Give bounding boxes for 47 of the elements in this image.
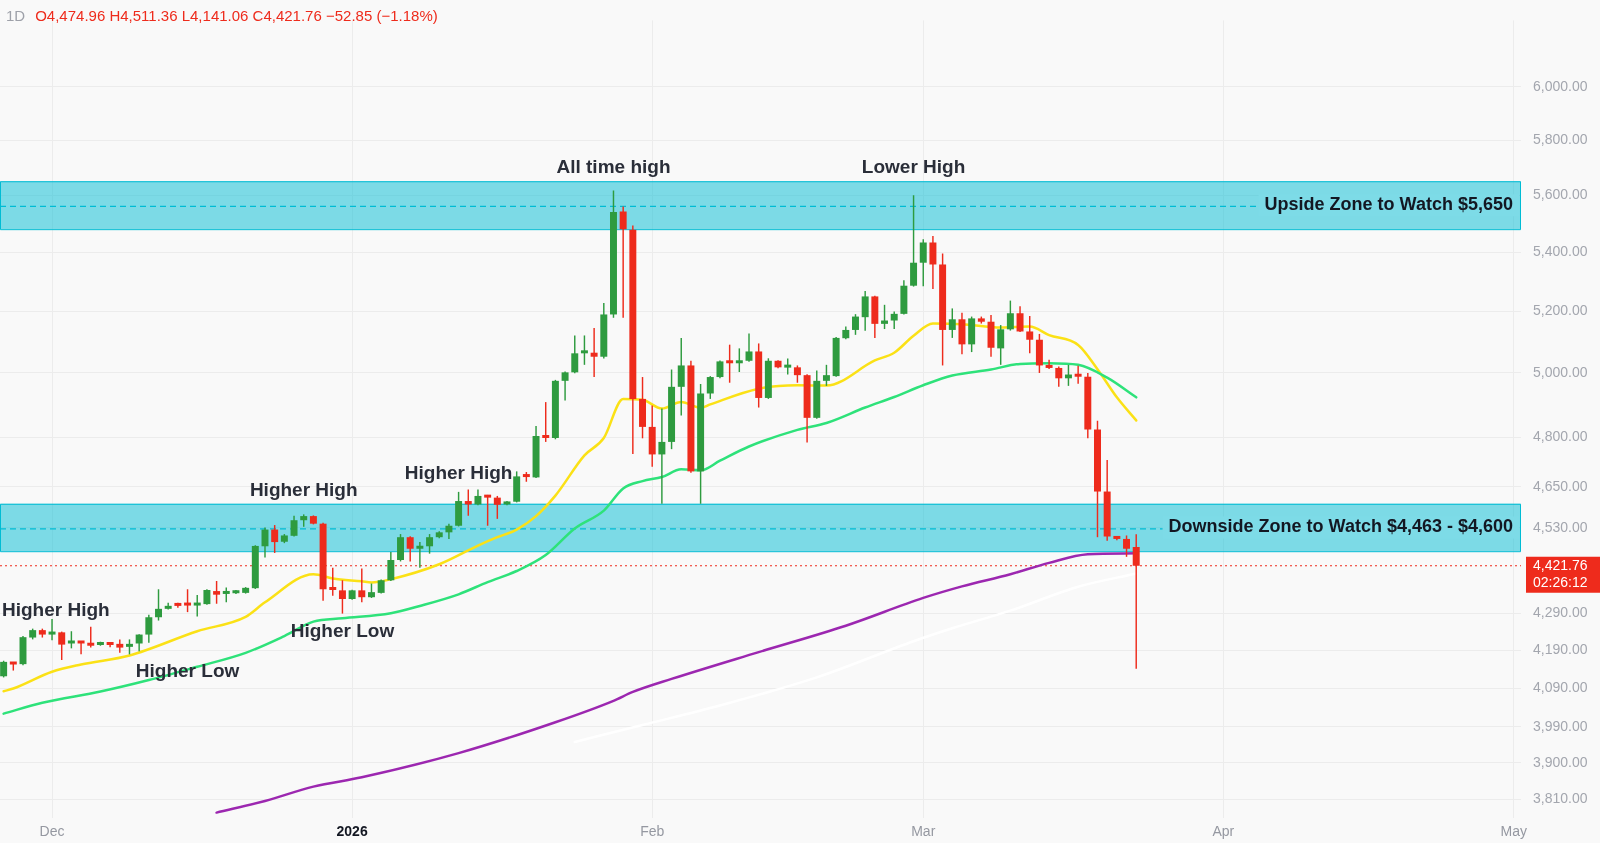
band-label: Upside Zone to Watch $5,650 bbox=[1264, 194, 1513, 215]
annotation: Higher Low bbox=[290, 619, 395, 641]
line-series bbox=[2, 362, 1138, 715]
x-tick-label: 2026 bbox=[336, 823, 368, 840]
line-series bbox=[2, 322, 1138, 693]
y-tick-label: 4,650.00 bbox=[1533, 477, 1588, 494]
annotation: All time high bbox=[556, 156, 671, 178]
text: 02:26:12 bbox=[1533, 574, 1588, 591]
candlestick bbox=[48, 619, 56, 641]
chart-subtitle: O4,474.96 H4,511.36 L4,141.06 C4,421.76 −52.85 (−1.18%) bbox=[35, 7, 438, 24]
y-tick-label: 4,800.00 bbox=[1533, 427, 1588, 444]
candlestick bbox=[77, 640, 85, 655]
candlestick bbox=[1074, 365, 1082, 384]
y-tick-label: 5,800.00 bbox=[1533, 130, 1588, 147]
annotation: Higher High bbox=[249, 479, 358, 500]
y-tick-label: 3,990.00 bbox=[1533, 717, 1588, 734]
x-tick-label: Feb bbox=[640, 823, 665, 840]
candlestick bbox=[358, 568, 366, 603]
y-tick-label: 5,200.00 bbox=[1533, 302, 1588, 319]
x-tick-label: Apr bbox=[1212, 823, 1235, 840]
annotation: Higher High bbox=[404, 462, 513, 484]
y-tick-label: 5,400.00 bbox=[1533, 243, 1588, 260]
candlestick bbox=[1045, 359, 1053, 369]
annotation: Higher High bbox=[2, 598, 110, 620]
y-tick-label: 5,600.00 bbox=[1533, 186, 1588, 203]
chart-title: 1D bbox=[6, 7, 26, 24]
candlestick bbox=[619, 206, 627, 318]
x-tick-label: Mar bbox=[911, 823, 936, 840]
candlestick bbox=[590, 328, 598, 378]
y-tick-label: 5,000.00 bbox=[1533, 363, 1588, 380]
candlestick bbox=[416, 542, 424, 568]
y-tick-label: 4,190.00 bbox=[1533, 641, 1588, 658]
y-tick-label: 3,900.00 bbox=[1533, 753, 1588, 770]
ref-line-label: 4,421.76 bbox=[1533, 557, 1588, 574]
candlestick bbox=[561, 371, 569, 401]
y-tick-label: 6,000.00 bbox=[1533, 77, 1588, 94]
y-tick-label: 3,810.00 bbox=[1533, 790, 1588, 807]
band-label: Downside Zone to Watch $4,463 - $4,600 bbox=[1168, 516, 1513, 537]
x-tick-label: May bbox=[1500, 823, 1527, 840]
annotation: Lower High bbox=[861, 156, 966, 178]
line-series bbox=[573, 572, 1138, 744]
x-tick-label: Dec bbox=[39, 823, 65, 840]
y-tick-label: 4,090.00 bbox=[1533, 678, 1588, 695]
y-tick-label: 4,290.00 bbox=[1533, 604, 1588, 621]
y-tick-label: 4,530.00 bbox=[1533, 518, 1588, 535]
candlestick bbox=[658, 408, 666, 504]
candlestick bbox=[116, 639, 124, 653]
